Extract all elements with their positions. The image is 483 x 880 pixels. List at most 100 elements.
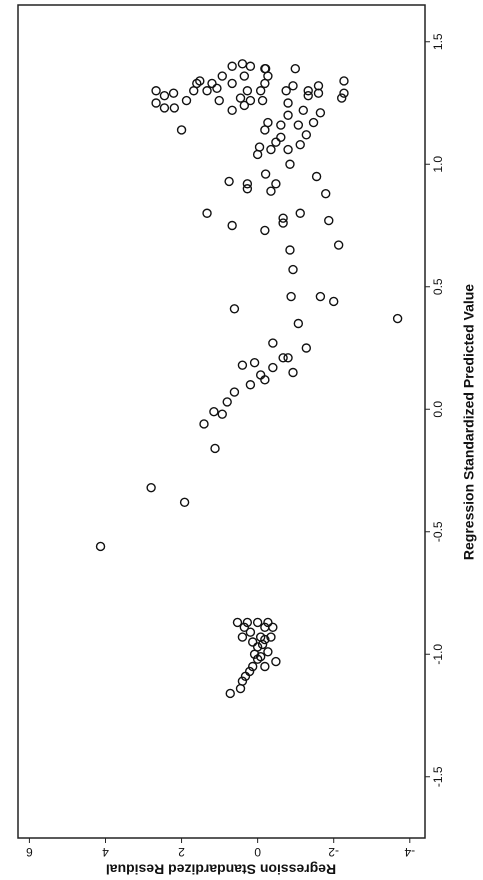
point [202,208,212,218]
point [268,622,278,633]
point [260,225,270,236]
point [242,184,253,194]
y-tick-label: 0 [254,845,261,859]
point [227,61,237,71]
point [237,676,248,686]
point [263,647,273,657]
point [235,93,246,103]
point [227,105,237,116]
point [293,318,304,329]
y-tick-label: 2 [178,845,185,859]
point [283,98,293,108]
point [207,78,217,89]
point [179,497,190,508]
point [245,61,256,71]
point [224,176,234,187]
x-tick-label: 1.0 [431,156,445,173]
point [392,313,403,324]
y-tick-label: 4 [102,845,109,859]
point [271,179,281,189]
point [202,86,212,96]
point [249,358,260,368]
x-tick-label: 0.0 [431,401,445,418]
point [288,264,298,275]
x-tick-label: -1.0 [431,644,445,665]
x-tick-label: 0.5 [431,278,445,295]
point [303,90,313,101]
point [222,397,232,407]
point [181,95,192,106]
point [209,407,219,417]
point [245,627,256,637]
x-tick-label: -0.5 [431,521,445,542]
point [254,142,265,152]
point [247,637,258,647]
y-tick-label: -4 [404,845,415,859]
point [247,661,258,672]
point [301,130,312,140]
point [225,688,235,699]
point [315,108,326,118]
point [212,83,222,93]
point [290,64,300,74]
x-tick-label: -1.5 [431,766,445,787]
point [260,64,271,74]
point [242,179,253,189]
point [239,100,250,111]
point [227,220,237,231]
point [293,120,304,130]
point [276,132,286,142]
point [229,387,240,397]
point [255,651,266,662]
point [195,76,205,86]
point [315,291,326,302]
point [244,666,255,677]
point [199,419,209,429]
rotated-chart: Regression Standardized Predicted Value … [17,4,477,877]
point [339,76,349,86]
point [295,139,305,150]
point [285,159,295,169]
point [227,78,237,89]
point [278,353,288,363]
point [324,215,334,226]
point [242,617,253,628]
point [239,622,250,633]
point [192,78,202,89]
point [308,117,319,128]
point [252,654,263,664]
point [255,370,266,380]
point [245,95,256,106]
point [232,617,243,628]
point [311,171,322,182]
point [159,90,170,101]
point [229,304,240,314]
point [266,144,276,155]
point [159,103,170,113]
point [255,86,266,96]
plot-frame [17,4,426,839]
point [278,213,288,223]
point [217,409,227,419]
point [176,125,187,135]
point [283,353,293,363]
point [286,291,296,302]
point [237,59,248,69]
point [237,360,248,370]
point [283,110,293,120]
point [260,169,271,179]
y-tick-label: -2 [328,845,339,859]
point [239,71,250,81]
point [313,81,324,91]
point [339,88,349,98]
y-tick-label: 6 [26,845,33,859]
point [151,98,161,108]
x-axis-title: Regression Standardized Predicted Value [461,284,477,560]
point [321,188,331,199]
point [257,639,268,650]
point [95,541,106,552]
point [276,120,286,130]
point [266,632,276,642]
point [249,649,260,659]
